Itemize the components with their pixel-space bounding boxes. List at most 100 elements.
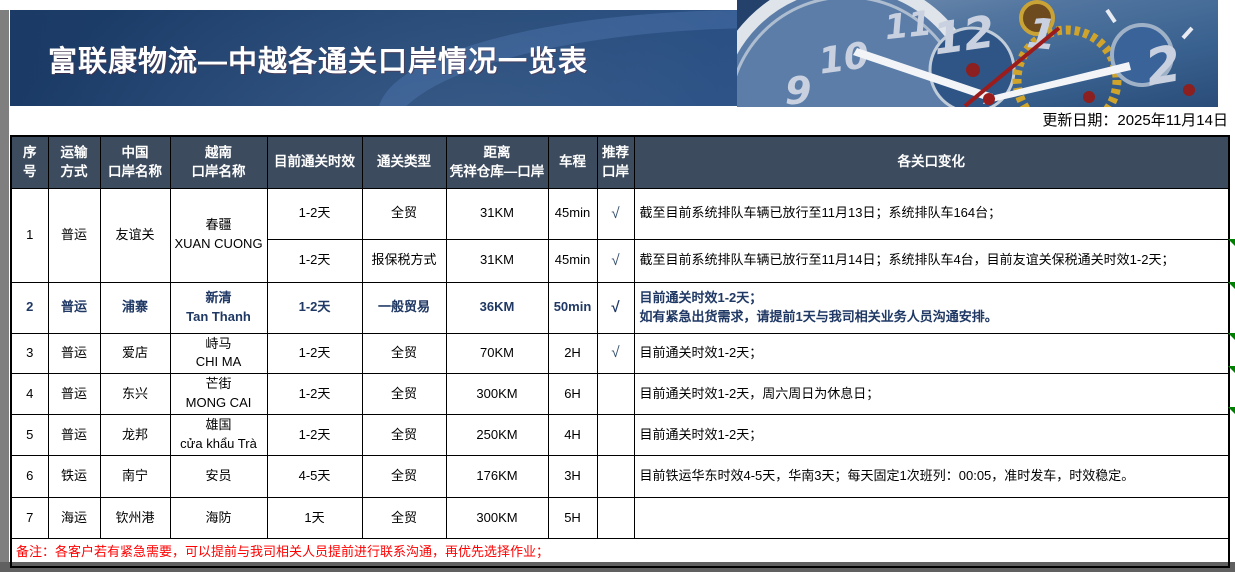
cell-recommended-check	[596, 373, 635, 416]
cell-transport: 普运	[47, 332, 101, 375]
cell-type: 全贸	[361, 455, 447, 499]
cell-changes	[633, 497, 1230, 540]
table-row-1a: 1 普运 友谊关 春疆 XUAN CUONG 1-2天 全贸 31KM 45mi…	[10, 187, 1230, 283]
cell-time: 1-2天	[266, 373, 363, 416]
cell-drive: 45min	[547, 187, 598, 240]
page-title: 富联康物流—中越各通关口岸情况一览表	[48, 46, 589, 78]
cell-changes: 截至目前系统排队车辆已放行至11月14日；系统排队车4台，目前友谊关保税通关时效…	[633, 238, 1230, 283]
ports-table: 序 号 运输 方式 中国 口岸名称 越南 口岸名称 目前通关时效 通关类型 距离…	[10, 135, 1230, 568]
cell-drive: 4H	[547, 414, 598, 457]
cell-time: 1天	[266, 497, 363, 540]
cell-type: 全贸	[361, 373, 447, 416]
cell-changes: 目前通关时效1-2天，周六周日为休息日；	[633, 373, 1230, 416]
cell-cn-port: 友谊关	[99, 187, 171, 283]
cell-time: 1-2天	[266, 414, 363, 457]
cell-recommended-check	[596, 414, 635, 457]
comment-indicator	[1228, 366, 1235, 373]
cell-drive: 2H	[547, 332, 598, 375]
cell-distance: 300KM	[445, 373, 549, 416]
cell-distance: 36KM	[445, 281, 549, 334]
cell-time: 1-2天	[266, 332, 363, 375]
cell-drive: 50min	[547, 281, 598, 334]
cell-drive: 5H	[547, 497, 598, 540]
cell-drive: 6H	[547, 373, 598, 416]
cell-changes: 目前通关时效1-2天；	[633, 332, 1230, 375]
cell-time: 1-2天	[266, 281, 363, 334]
col-header-clearance-type: 通关类型	[361, 135, 447, 189]
svg-text:11: 11	[883, 3, 934, 48]
cell-time: 1-2天	[266, 238, 363, 283]
cell-cn-port: 东兴	[99, 373, 171, 416]
cell-time: 1-2天	[266, 187, 363, 240]
cell-distance: 176KM	[445, 455, 549, 499]
col-header-vn-port: 越南 口岸名称	[169, 135, 268, 189]
col-header-changes: 各关口变化	[633, 135, 1230, 189]
cell-drive: 3H	[547, 455, 598, 499]
cell-recommended-check	[596, 455, 635, 499]
table-header-row: 序 号 运输 方式 中国 口岸名称 越南 口岸名称 目前通关时效 通关类型 距离…	[10, 135, 1230, 189]
cell-changes: 目前铁运华东时效4-5天，华南3天；每天固定1次班列：00:05，准时发车，时效…	[633, 455, 1230, 499]
clock-image: 9 10 11 12 1 2	[737, 0, 1218, 107]
cell-changes: 截至目前系统排队车辆已放行至11月13日；系统排队车164台；	[633, 187, 1230, 240]
cell-seq: 5	[10, 414, 49, 457]
svg-text:9: 9	[785, 69, 811, 107]
cell-transport: 海运	[47, 497, 101, 540]
table-row-3: 3 普运 爱店 峙马 CHI MA 1-2天 全贸 70KM 2H √ 目前通关…	[10, 332, 1230, 375]
cell-seq: 4	[10, 373, 49, 416]
comment-indicator	[1228, 239, 1235, 246]
cell-seq: 6	[10, 455, 49, 499]
comment-indicator	[1228, 407, 1235, 414]
cell-vn-port: 安员	[169, 455, 268, 499]
cell-type: 全贸	[361, 187, 447, 240]
cell-recommended-check: √	[596, 187, 635, 240]
cell-type: 全贸	[361, 497, 447, 540]
cell-transport: 普运	[47, 187, 101, 283]
cell-cn-port: 爱店	[99, 332, 171, 375]
col-header-distance: 距离 凭祥仓库—口岸	[445, 135, 549, 189]
cell-transport: 普运	[47, 373, 101, 416]
cell-cn-port: 钦州港	[99, 497, 171, 540]
cell-cn-port: 南宁	[99, 455, 171, 499]
table-row-1b: 1-2天 报保税方式 31KM 45min √ 截至目前系统排队车辆已放行至11…	[11, 238, 1230, 283]
svg-text:10: 10	[816, 35, 871, 83]
cell-changes: 目前通关时效1-2天； 如有紧急出货需求，请提前1天与我司相关业务人员沟通安排。	[633, 281, 1230, 334]
cell-distance: 31KM	[445, 187, 549, 240]
cell-transport: 普运	[47, 414, 101, 457]
cell-vn-port: 春疆 XUAN CUONG	[169, 187, 268, 283]
cell-type: 全贸	[361, 332, 447, 375]
cell-vn-port: 峙马 CHI MA	[169, 332, 268, 375]
col-header-drive-time: 车程	[547, 135, 598, 189]
cell-vn-port: 海防	[169, 497, 268, 540]
cell-seq: 7	[10, 497, 49, 540]
cell-vn-port: 雄国 cửa khẩu Trà	[169, 414, 268, 457]
cell-drive: 45min	[547, 238, 598, 283]
col-header-seq: 序 号	[10, 135, 49, 189]
cell-transport: 普运	[47, 281, 101, 334]
cell-transport: 铁运	[47, 455, 101, 499]
cell-changes: 目前通关时效1-2天；	[633, 414, 1230, 457]
cell-vn-port: 芒街 MONG CAI	[169, 373, 268, 416]
cell-time: 4-5天	[266, 455, 363, 499]
cell-type: 一般贸易	[361, 281, 447, 334]
cell-distance: 300KM	[445, 497, 549, 540]
cell-distance: 31KM	[445, 238, 549, 283]
cell-distance: 70KM	[445, 332, 549, 375]
svg-text:12: 12	[930, 6, 998, 65]
cell-seq: 2	[10, 281, 49, 334]
cell-recommended-check	[596, 497, 635, 540]
slide-left-edge	[0, 10, 9, 572]
table-row-5: 5 普运 龙邦 雄国 cửa khẩu Trà 1-2天 全贸 250KM 4H…	[10, 414, 1230, 457]
cell-recommended-check: √	[596, 238, 635, 283]
cell-type: 全贸	[361, 414, 447, 457]
col-header-recommended: 推荐 口岸	[596, 135, 635, 189]
update-date: 更新日期：2025年11月14日	[1042, 112, 1228, 129]
footnote: 备注：各客户若有紧急需要，可以提前与我司相关人员提前进行联系沟通，再优先选择作业…	[10, 538, 1230, 568]
cell-seq: 3	[10, 332, 49, 375]
table-row-2: 2 普运 浦寨 新清 Tan Thanh 1-2天 一般贸易 36KM 50mi…	[10, 281, 1230, 334]
cell-distance: 250KM	[445, 414, 549, 457]
footnote-row: 备注：各客户若有紧急需要，可以提前与我司相关人员提前进行联系沟通，再优先选择作业…	[10, 538, 1230, 568]
cell-recommended-check: √	[596, 281, 635, 334]
col-header-clearance-time: 目前通关时效	[266, 135, 363, 189]
table-row-6: 6 铁运 南宁 安员 4-5天 全贸 176KM 3H 目前铁运华东时效4-5天…	[10, 455, 1230, 499]
cell-type: 报保税方式	[361, 238, 447, 283]
